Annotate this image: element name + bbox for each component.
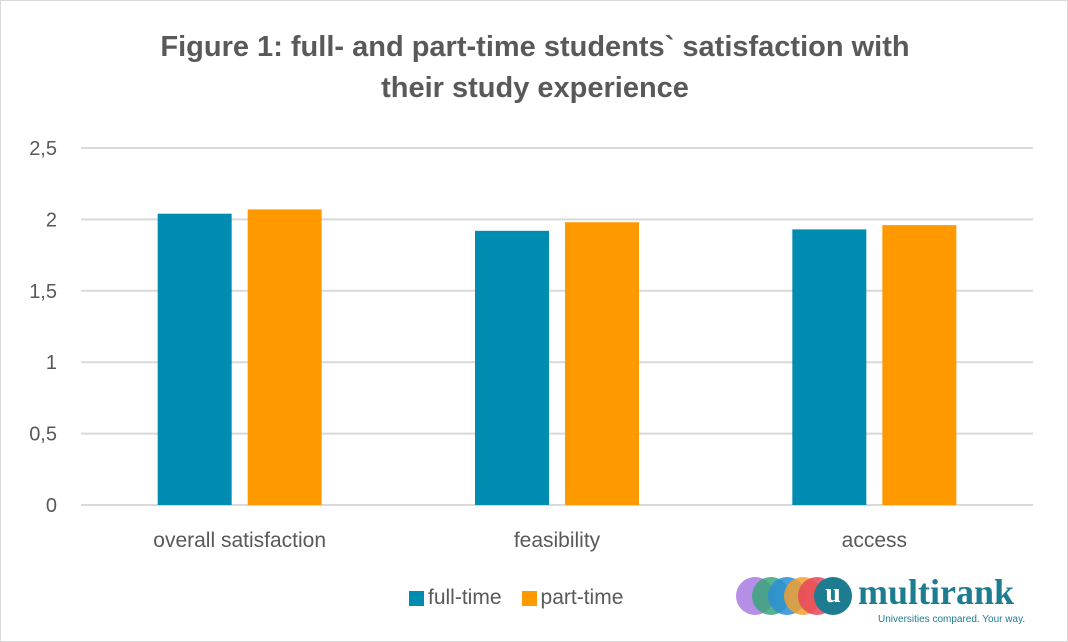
logo-tagline: Universities compared. Your way. xyxy=(878,614,1026,625)
legend-swatch xyxy=(409,590,424,606)
legend-label: part-time xyxy=(540,586,624,609)
bar-part-time-overall-satisfaction xyxy=(247,209,322,506)
title-line-2: their study experience xyxy=(381,72,689,104)
bar-part-time-feasibility xyxy=(565,222,639,506)
bar-full-time-overall-satisfaction xyxy=(157,213,232,506)
y-tick-label: 2,5 xyxy=(29,138,57,160)
bar-part-time-access xyxy=(882,225,957,505)
y-tick-label: 1,5 xyxy=(29,281,57,303)
bar-full-time-access xyxy=(792,229,867,505)
y-tick-label: 2 xyxy=(46,209,57,231)
chart-title: Figure 1: full- and part-time students` … xyxy=(1,27,1067,109)
legend: full-time part-time xyxy=(409,586,623,610)
legend-swatch xyxy=(521,590,537,606)
x-tick-label: access xyxy=(842,529,907,552)
logo-letter: u xyxy=(814,577,852,615)
y-tick-label: 1 xyxy=(46,352,57,374)
x-tick-label: overall satisfaction xyxy=(153,529,326,552)
x-tick-label: feasibility xyxy=(514,529,601,552)
legend-label: full-time xyxy=(428,586,502,609)
y-tick-label: 0 xyxy=(46,495,57,517)
y-tick-label: 0,5 xyxy=(29,424,57,446)
legend-item-part-time: part-time xyxy=(521,586,624,610)
bar-full-time-feasibility xyxy=(475,230,549,505)
title-line-1: Figure 1: full- and part-time students` … xyxy=(160,31,910,63)
legend-item-full-time: full-time xyxy=(409,586,502,610)
logo-word: multirank xyxy=(858,572,1015,612)
multirank-logo: u multirank Universities compared. Your … xyxy=(736,572,1036,629)
